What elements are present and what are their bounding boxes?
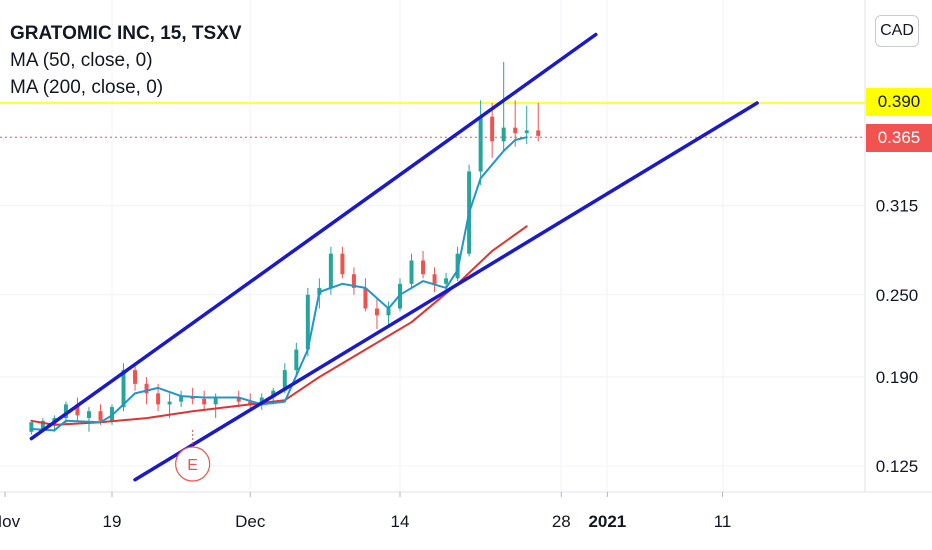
candle-body bbox=[202, 398, 207, 405]
event-marker bbox=[175, 446, 211, 482]
symbol-title[interactable]: GRATOMIC INC, 15, TSXV bbox=[10, 23, 242, 44]
event-marker-label: E bbox=[187, 457, 198, 474]
candle-body bbox=[351, 274, 356, 288]
candle-body bbox=[121, 370, 126, 408]
candle-body bbox=[248, 401, 253, 405]
candle-body bbox=[63, 404, 68, 419]
candle-body bbox=[501, 127, 506, 142]
candle-body bbox=[236, 397, 241, 402]
candle-body bbox=[75, 404, 80, 416]
candle-body bbox=[328, 253, 333, 288]
candle-body bbox=[305, 294, 310, 350]
candle-body bbox=[421, 260, 426, 275]
candle-body bbox=[29, 422, 34, 432]
candle-body bbox=[444, 278, 449, 284]
currency-button[interactable]: CAD bbox=[875, 15, 919, 47]
candle-body bbox=[524, 130, 529, 134]
candle-body bbox=[156, 393, 161, 405]
ma200-legend[interactable]: MA (200, close, 0) bbox=[10, 77, 164, 98]
time-tick-label: Nov bbox=[0, 512, 21, 531]
time-tick-label: 19 bbox=[103, 512, 122, 531]
time-tick-label: 28 bbox=[552, 512, 571, 531]
candle-body bbox=[213, 397, 218, 405]
candle-body bbox=[363, 287, 368, 309]
time-tick-label: 2021 bbox=[588, 512, 626, 531]
candle-body bbox=[478, 116, 483, 172]
candle-body bbox=[144, 383, 149, 394]
price-tick-label: 0.250 bbox=[876, 286, 919, 305]
candle-body bbox=[536, 130, 541, 136]
candle-body bbox=[179, 396, 184, 402]
candle-body bbox=[386, 308, 391, 316]
candle-body bbox=[374, 308, 379, 316]
candle-body bbox=[282, 370, 287, 391]
candle-body bbox=[409, 260, 414, 284]
last-price-badge: 0.365 bbox=[866, 124, 932, 152]
upper-trendline bbox=[29, 32, 598, 441]
price-tick-label: 0.315 bbox=[876, 197, 919, 216]
ma200-line bbox=[30, 225, 528, 426]
time-tick-label: 11 bbox=[714, 512, 732, 531]
price-tick-label: 0.190 bbox=[876, 368, 919, 387]
candle-body bbox=[340, 253, 345, 275]
chart-legend: GRATOMIC INC, 15, TSXV MA (50, close, 0)… bbox=[10, 20, 242, 101]
candle-body bbox=[40, 420, 45, 430]
time-tick-label: 14 bbox=[391, 512, 410, 531]
ma50-line bbox=[30, 136, 528, 432]
candle-body bbox=[98, 411, 103, 421]
hline-price-badge: 0.390 bbox=[866, 88, 932, 116]
candle-body bbox=[133, 370, 138, 384]
time-tick-label: Dec bbox=[235, 512, 266, 531]
ma50-legend[interactable]: MA (50, close, 0) bbox=[10, 50, 153, 71]
candle-body bbox=[513, 127, 518, 134]
candle-body bbox=[490, 116, 495, 142]
candle-body bbox=[86, 411, 91, 419]
price-tick-label: 0.125 bbox=[876, 457, 919, 476]
candle-body bbox=[432, 274, 437, 284]
candle-body bbox=[167, 401, 172, 405]
candle-body bbox=[294, 349, 299, 371]
lower-trendline bbox=[133, 101, 759, 482]
